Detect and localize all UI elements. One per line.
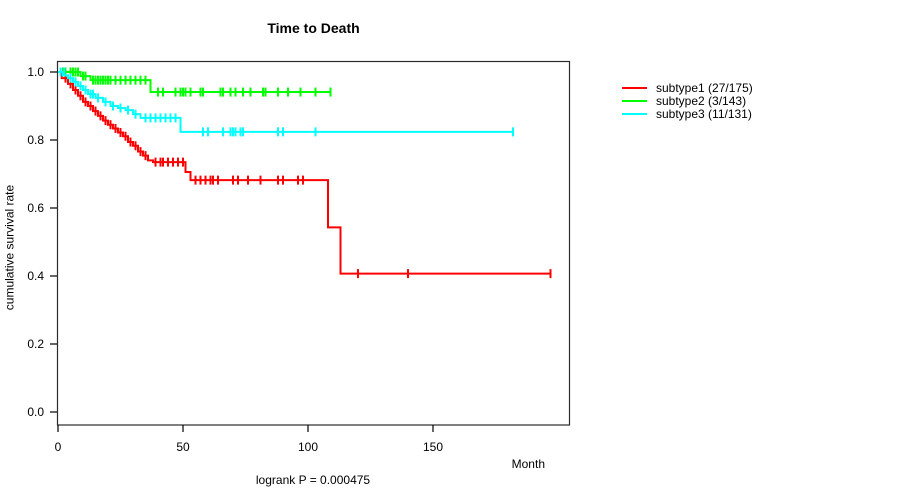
legend-label: subtype1 (27/175) (656, 80, 753, 95)
legend-swatch (622, 112, 647, 115)
x-tick-label: 150 (422, 440, 444, 454)
y-tick-label: 0.2 (27, 337, 44, 351)
legend-item: subtype3 (11/131) (622, 106, 753, 121)
logrank-pvalue: logrank P = 0.000475 (255, 473, 371, 487)
y-tick-label: 0.8 (27, 133, 44, 147)
legend-swatch (622, 99, 647, 102)
x-tick-label: 50 (176, 440, 190, 454)
chart-title: Time to Death (267, 20, 360, 36)
legend-label: subtype2 (3/143) (656, 93, 747, 108)
legend: subtype1 (27/175) subtype2 (3/143) subty… (622, 80, 753, 121)
x-tick-label: 0 (54, 440, 62, 454)
legend-item: subtype1 (27/175) (622, 80, 753, 95)
x-axis-label: Month (511, 457, 545, 471)
y-tick-label: 0.0 (27, 405, 44, 419)
legend-swatch (622, 86, 647, 89)
legend-item: subtype2 (3/143) (622, 93, 753, 108)
y-tick-label: 1.0 (27, 65, 44, 79)
x-tick-label: 100 (297, 440, 319, 454)
legend-label: subtype3 (11/131) (656, 106, 752, 121)
y-tick-label: 0.6 (27, 201, 44, 215)
y-tick-label: 0.4 (27, 269, 44, 283)
